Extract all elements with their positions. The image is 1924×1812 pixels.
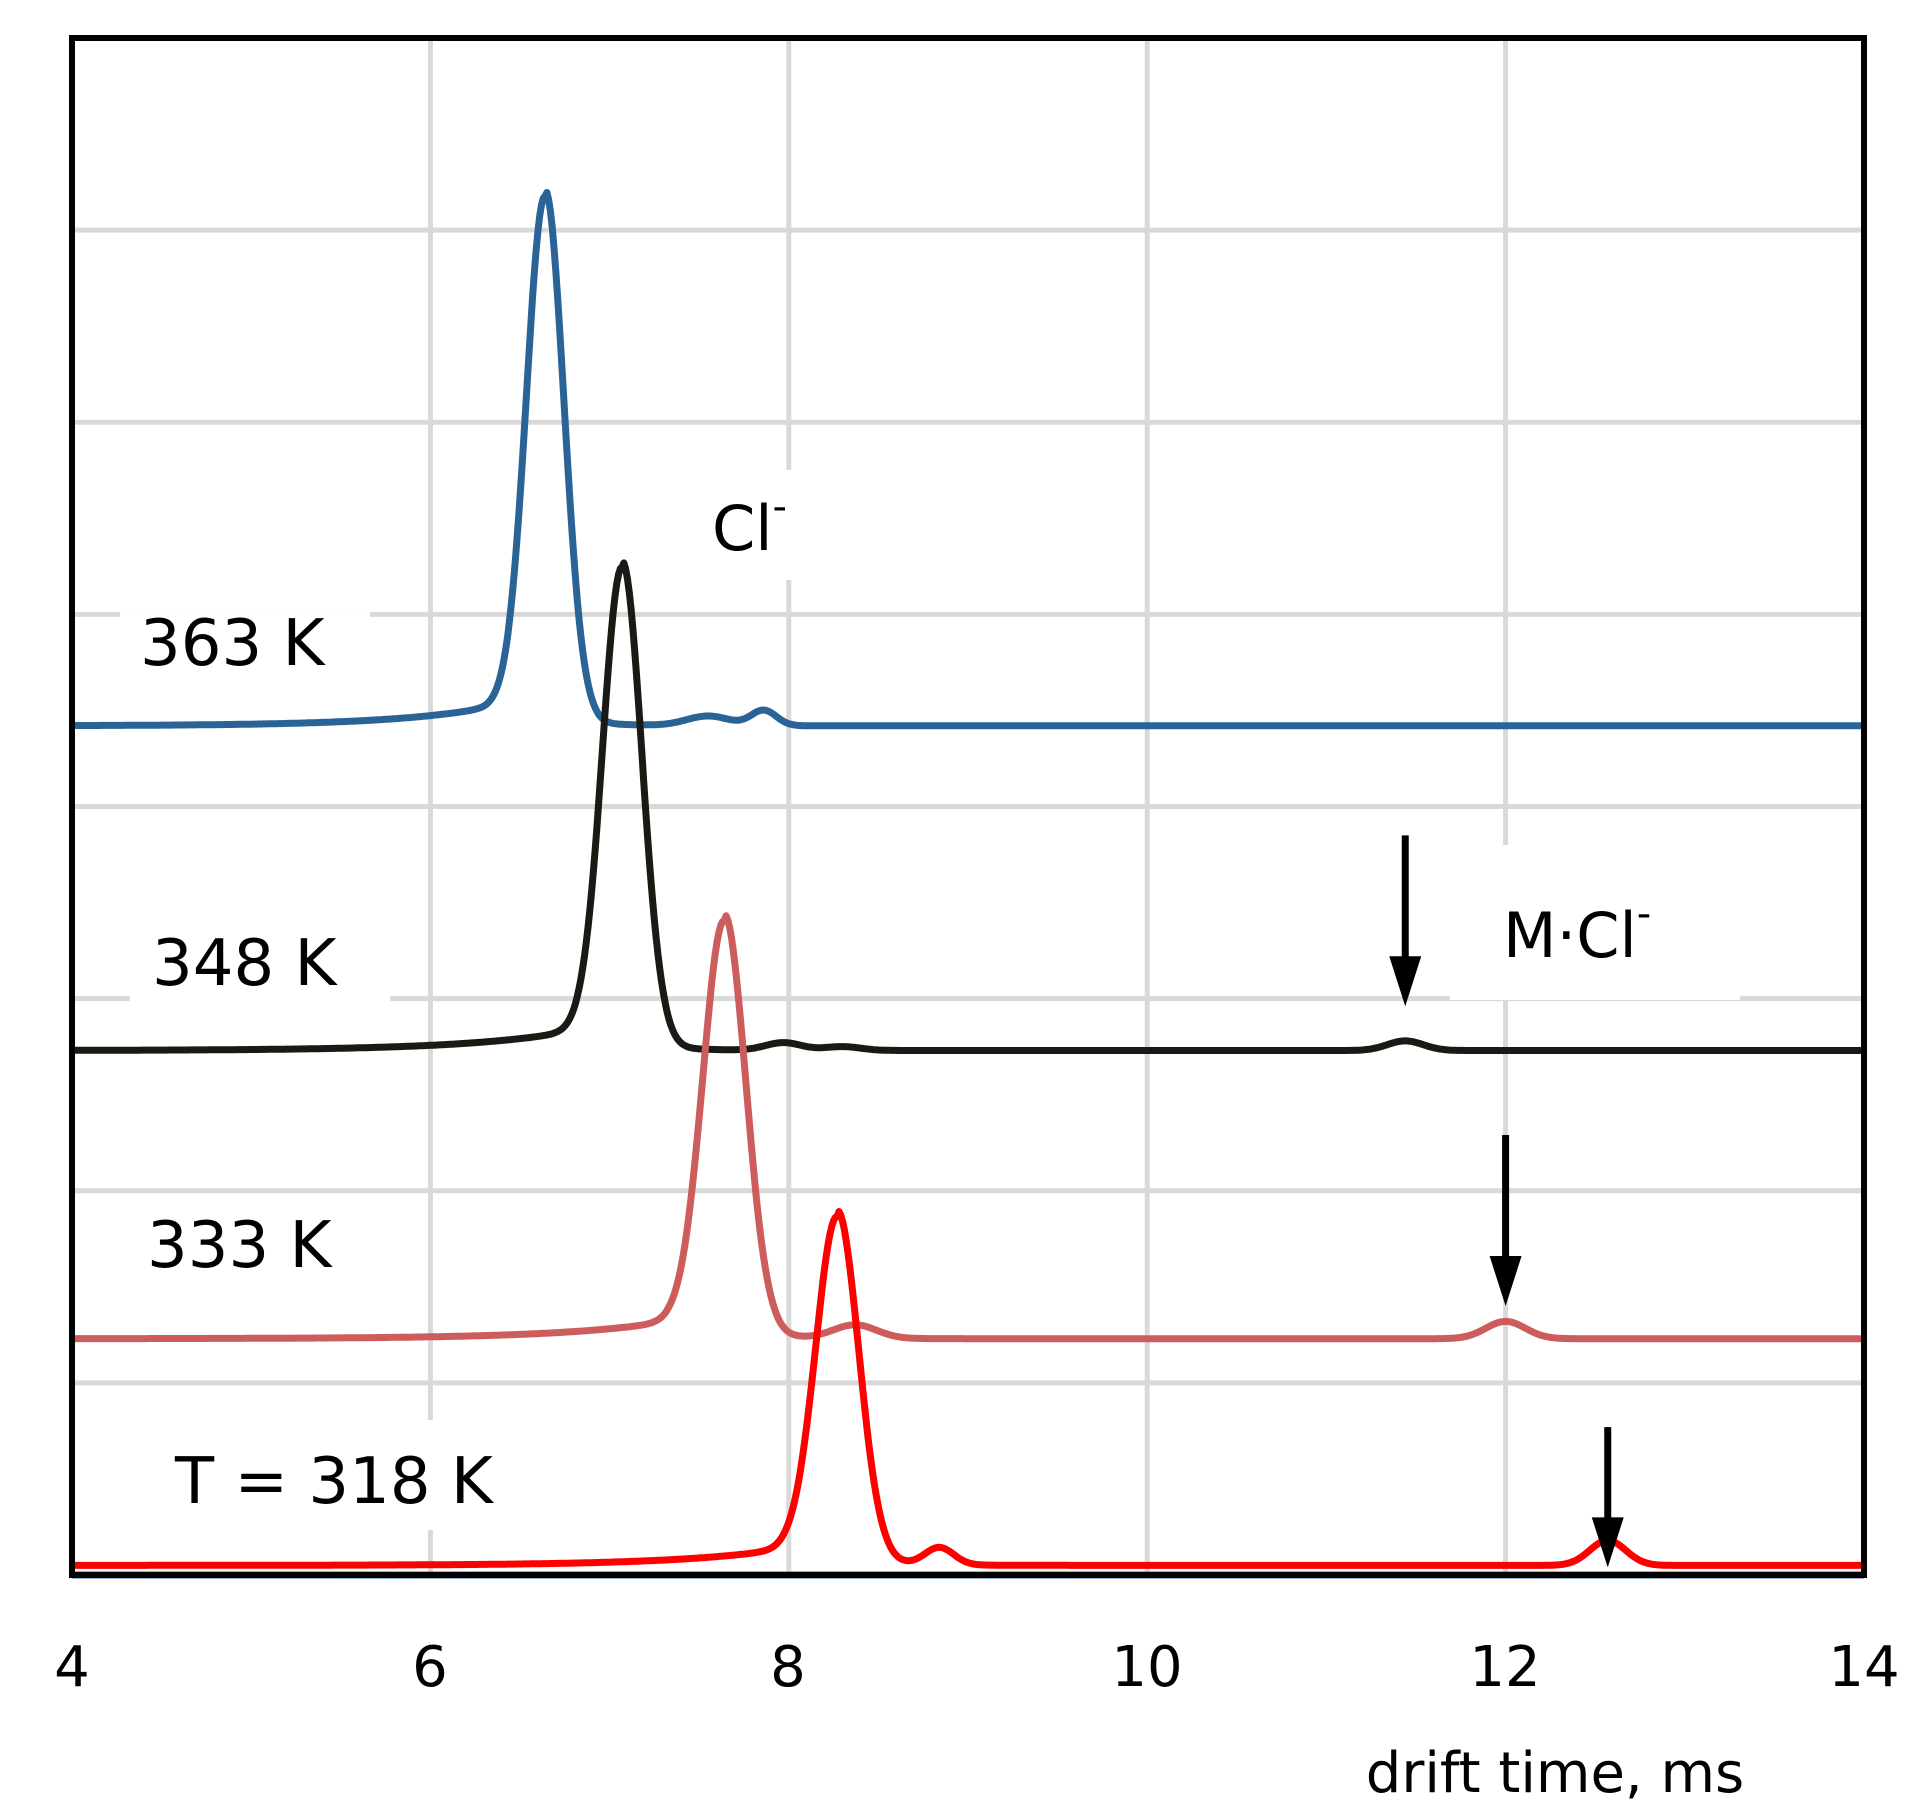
spectrum-333-k: [70, 912, 1866, 1343]
label-mask-348: [130, 930, 390, 1040]
cl-ion-text: Cl: [712, 492, 773, 565]
series-label-348k: 348 K: [152, 927, 339, 1001]
series-label-333k: 333 K: [147, 1209, 334, 1283]
series-label-363k: 363 K: [140, 607, 327, 681]
spectrum-t-318-k: [70, 1208, 1866, 1569]
label-mask-318: [150, 1420, 530, 1530]
x-axis-title: drift time, ms: [1366, 1741, 1744, 1806]
series-label-318k: T = 318 K: [174, 1445, 495, 1519]
cl-ion-label: Cl-: [712, 484, 787, 565]
x-tick-4: 4: [54, 1635, 90, 1700]
label-mask-363: [120, 612, 370, 712]
adduct-ion-charge: -: [1637, 891, 1651, 937]
x-tick-12: 12: [1469, 1635, 1540, 1700]
x-tick-6: 6: [412, 1635, 448, 1700]
label-mask-333: [125, 1210, 380, 1300]
x-axis-ticks: 4 6 8 10 12 14: [54, 1635, 1899, 1700]
down-arrow-icon: [1389, 835, 1422, 1007]
x-tick-14: 14: [1828, 1635, 1899, 1700]
spectrum-348-k: [70, 559, 1866, 1054]
x-tick-8: 8: [770, 1635, 806, 1700]
x-tick-10: 10: [1111, 1635, 1182, 1700]
down-arrow-icon: [1591, 1427, 1624, 1568]
adduct-ion-label: M·Cl-: [1503, 891, 1651, 972]
cl-ion-charge: -: [773, 484, 787, 530]
annotation-arrows: [1389, 835, 1624, 1568]
label-mask-mcl: [1450, 845, 1740, 1000]
down-arrow-icon: [1489, 1135, 1522, 1307]
label-masks: [120, 470, 1740, 1530]
label-mask-cl: [690, 470, 815, 580]
gridlines: [72, 38, 1864, 1575]
spectrum-363-k: [70, 189, 1866, 730]
plot-frame: [69, 35, 1867, 1578]
adduct-ion-text: M·Cl: [1503, 899, 1637, 972]
